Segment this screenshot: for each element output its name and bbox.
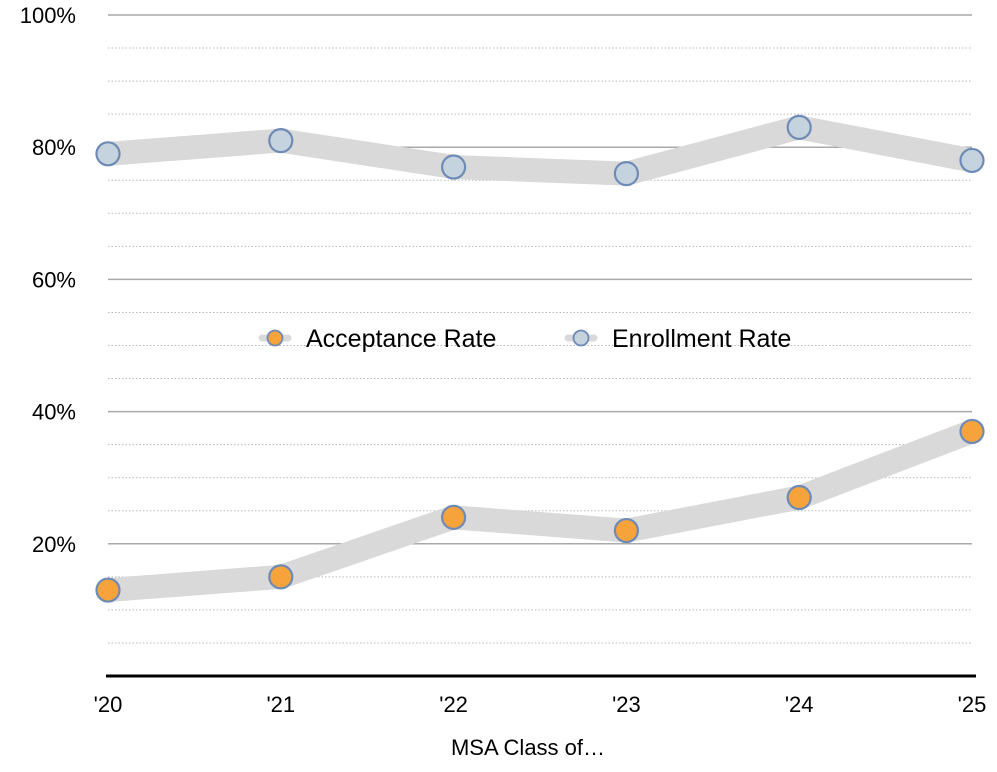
x-tick-label: '20 (94, 692, 123, 717)
data-point (786, 114, 812, 140)
legend-marker (266, 329, 284, 347)
series-bands (107, 115, 977, 603)
legend: Acceptance Rate Enrollment Rate (258, 325, 791, 353)
x-tick-label: '23 (612, 692, 641, 717)
data-point (268, 127, 294, 154)
y-tick-label: 20% (32, 532, 76, 557)
x-axis-title: MSA Class of… (451, 735, 605, 760)
x-tick-label: '24 (785, 692, 814, 717)
legend-label: Enrollment Rate (612, 325, 791, 353)
x-axis-ticks: '20 '21 '22 '23 '24 '25 (94, 692, 987, 717)
legend-marker (572, 329, 590, 347)
y-tick-label: 100% (20, 3, 76, 28)
series-markers (95, 114, 985, 603)
data-point (959, 418, 985, 445)
gridlines (108, 14, 972, 644)
data-point (959, 147, 985, 174)
x-tick-label: '22 (439, 692, 468, 717)
y-tick-label: 40% (32, 400, 76, 425)
series-band (107, 115, 975, 186)
y-axis-ticks: 20% 40% 60% 80% 100% (20, 3, 76, 557)
x-tick-label: '21 (266, 692, 295, 717)
y-tick-label: 80% (32, 135, 76, 160)
data-point (441, 504, 467, 530)
data-point (268, 564, 294, 590)
data-point (441, 154, 467, 180)
data-point (95, 141, 121, 167)
y-tick-label: 60% (32, 267, 76, 292)
series-band (107, 420, 977, 603)
data-point (95, 577, 121, 603)
data-point (613, 161, 640, 187)
x-tick-label: '25 (958, 692, 987, 717)
legend-label: Acceptance Rate (306, 325, 496, 353)
data-point (613, 517, 640, 544)
data-point (786, 484, 812, 511)
